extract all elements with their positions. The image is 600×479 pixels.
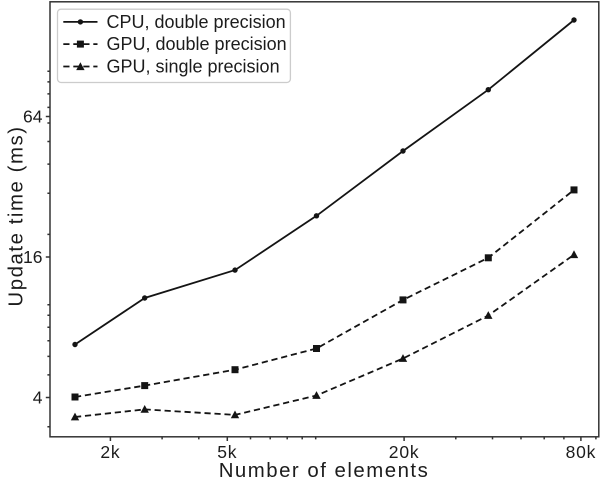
svg-text:2k: 2k [100,442,120,462]
svg-text:16: 16 [23,247,42,267]
svg-text:Number of elements: Number of elements [219,460,430,479]
svg-text:Update time (ms): Update time (ms) [6,125,28,306]
svg-text:4: 4 [33,388,43,408]
svg-text:GPU, single precision: GPU, single precision [107,57,280,77]
svg-text:80k: 80k [566,442,597,462]
svg-text:5k: 5k [217,442,237,462]
svg-text:GPU, double precision: GPU, double precision [107,34,287,54]
svg-text:CPU, double precision: CPU, double precision [107,12,286,32]
svg-text:64: 64 [23,107,43,127]
svg-text:20k: 20k [389,442,420,462]
